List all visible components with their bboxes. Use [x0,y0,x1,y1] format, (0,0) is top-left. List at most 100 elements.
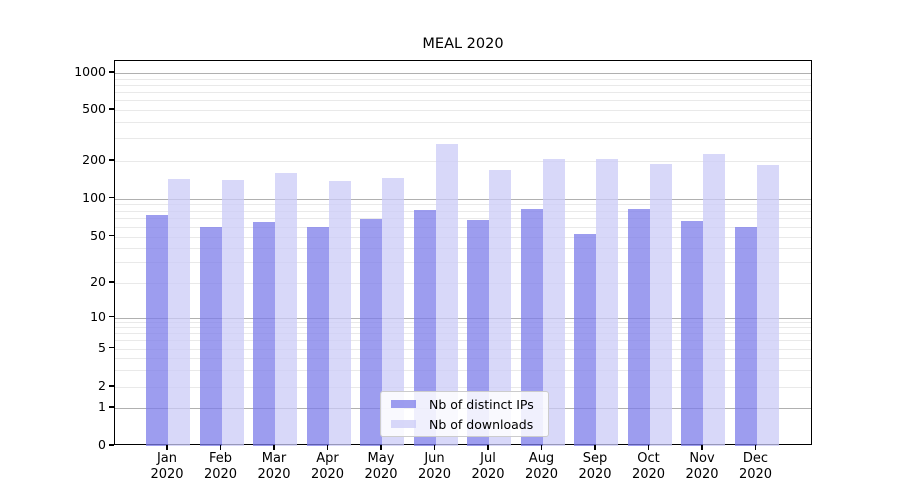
bar-nov-distinct-ips [681,221,703,446]
y-tick-label: 50 [90,227,106,243]
grid-line [115,236,811,238]
grid-line [115,204,811,206]
x-tick-mark [540,445,543,450]
x-tick-label-year: 2020 [524,466,559,482]
y-tick-mark [109,346,114,349]
grid-line [115,387,811,388]
x-tick-label-month: Nov [689,451,715,466]
y-tick-label: 500 [82,101,106,116]
grid-line [115,226,811,228]
grid-line [115,138,811,140]
x-tick-mark [754,445,757,450]
bar-dec-distinct-ips [734,227,757,446]
x-tick-label-year: 2020 [631,466,666,482]
grid-line [115,100,811,102]
x-tick-label-dec: Dec 2020 [724,451,788,482]
y-tick-label: 20 [90,274,106,289]
y-tick-mark [109,281,114,283]
grid-line [115,110,811,111]
y-tick-label: 2 [98,378,106,393]
x-tick-label-year: 2020 [471,466,505,482]
legend-row-distinct-ips: Nb of distinct IPs [391,394,538,414]
y-tick-mark [109,159,114,161]
x-tick-label-month: Jul [480,451,496,466]
x-tick-mark [433,445,436,450]
bar-aug-distinct-ips [520,208,543,446]
bar-nov-downloads [703,153,725,446]
x-tick-mark [219,445,222,450]
x-tick-label-month: May [367,451,395,466]
x-tick-label-year: 2020 [364,466,398,482]
x-tick-label-year: 2020 [310,466,345,482]
legend-label-distinct-ips: Nb of distinct IPs [429,396,534,412]
y-tick-mark [109,234,114,237]
x-tick-label-jul: Jul 2020 [456,451,520,482]
x-tick-label-month: Sep [582,451,608,466]
y-tick-mark [109,197,114,199]
grid-line [115,247,811,249]
x-tick-mark [647,445,650,450]
bar-aug-downloads [542,158,565,446]
x-tick-label-feb: Feb 2020 [189,451,253,482]
x-tick-label-month: Aug [528,451,555,466]
x-tick-label-year: 2020 [150,466,184,482]
x-tick-mark [594,445,596,450]
grid-line [115,322,811,324]
x-tick-label-month: Dec [742,451,769,466]
x-tick-label-oct: Oct 2020 [617,451,681,482]
x-tick-label-year: 2020 [685,466,719,482]
bar-may-downloads [382,177,404,446]
bar-jul-distinct-ips [467,219,489,446]
chart-title: MEAL 2020 [422,36,504,52]
y-tick-mark [109,71,114,73]
bar-mar-downloads [275,173,297,446]
x-tick-mark [166,445,168,450]
bar-oct-distinct-ips [627,208,650,446]
grid-line [115,340,811,342]
grid-line [115,327,811,329]
legend: Nb of distinct IPs Nb of downloads [380,391,549,437]
bar-may-distinct-ips [360,218,382,446]
bar-dec-downloads [756,164,779,446]
x-tick-label-month: Jan [156,451,178,466]
y-tick-label: 100 [82,189,106,205]
x-tick-label-year: 2020 [738,466,773,482]
x-tick-label-jan: Jan 2020 [135,451,199,482]
x-tick-label-nov: Nov 2020 [670,451,734,482]
grid-line [115,161,811,162]
bar-jun-distinct-ips [413,210,436,446]
bar-jan-downloads [168,179,190,446]
x-tick-label-apr: Apr 2020 [296,451,360,482]
bar-mar-distinct-ips [253,222,275,446]
grid-line [115,210,811,212]
x-tick-label-may: May 2020 [349,451,413,482]
x-tick-label-month: Oct [637,451,660,466]
x-tick-label-month: Apr [316,451,339,466]
x-tick-label-year: 2020 [417,466,452,482]
y-tick-label: 0 [98,437,106,452]
y-tick-label: 5 [98,339,106,355]
grid-line [115,198,811,200]
x-tick-label-year: 2020 [257,466,291,482]
grid-line [115,369,811,371]
legend-swatch-downloads [391,419,416,429]
x-tick-label-month: Mar [261,451,287,466]
grid-line [115,348,811,350]
bar-oct-downloads [649,163,672,446]
y-tick-mark [109,444,114,446]
x-tick-mark [380,445,382,450]
x-tick-label-mar: Mar 2020 [242,451,306,482]
x-tick-label-sep: Sep 2020 [563,451,627,482]
bar-sep-distinct-ips [574,234,596,446]
grid-line [115,84,811,86]
x-tick-mark [487,445,489,450]
y-tick-label: 1000 [74,64,106,79]
x-tick-label-month: Jun [424,451,445,466]
x-tick-mark [273,445,275,450]
x-tick-label-year: 2020 [578,466,612,482]
bar-jan-distinct-ips [146,215,168,446]
legend-swatch-distinct-ips [391,399,416,409]
grid-line [115,317,811,319]
y-tick-mark [109,406,114,408]
